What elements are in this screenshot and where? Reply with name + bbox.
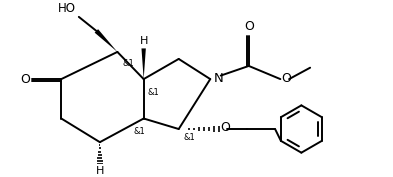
- Polygon shape: [141, 48, 146, 79]
- Text: O: O: [281, 72, 291, 85]
- Text: &1: &1: [133, 127, 145, 136]
- Text: H: H: [140, 36, 149, 46]
- Text: O: O: [244, 20, 254, 33]
- Text: O: O: [220, 121, 230, 134]
- Text: &1: &1: [123, 59, 134, 68]
- Text: N: N: [214, 72, 224, 85]
- Text: &1: &1: [147, 88, 159, 97]
- Polygon shape: [95, 29, 118, 52]
- Text: O: O: [20, 73, 30, 86]
- Text: &1: &1: [184, 133, 196, 142]
- Text: HO: HO: [58, 2, 76, 15]
- Text: H: H: [95, 166, 104, 176]
